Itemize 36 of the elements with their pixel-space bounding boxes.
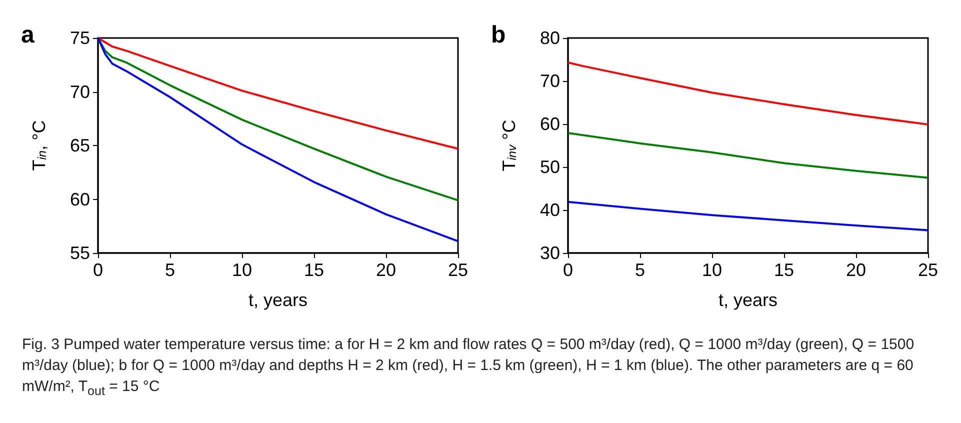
y-tick-label: 70 [540, 71, 560, 91]
x-axis-title: t, years [718, 290, 778, 310]
x-tick-label: 10 [232, 260, 252, 280]
x-tick-label: 5 [164, 260, 176, 280]
line-series [567, 132, 929, 179]
x-tick-label: 15 [774, 260, 794, 280]
line-series [567, 62, 929, 126]
chart-title: a [21, 22, 35, 48]
line-series [97, 37, 459, 202]
y-axis-title: Tinv °C [499, 120, 519, 172]
line-series [97, 37, 459, 150]
x-tick-label: 0 [562, 260, 574, 280]
x-axis-title: t, years [248, 290, 308, 310]
y-axis-title: Tin, °C [29, 120, 49, 171]
y-tick-label: 70 [70, 82, 90, 102]
y-tick-label: 80 [540, 28, 560, 48]
y-tick-label: 60 [70, 189, 90, 210]
y-tick-label: 40 [540, 200, 560, 220]
y-tick-label: 30 [540, 243, 560, 263]
x-tick-label: 10 [702, 260, 722, 280]
y-tick-label: 60 [540, 114, 560, 134]
x-tick-label: 20 [846, 260, 866, 280]
x-tick-label: 20 [376, 260, 396, 280]
x-tick-label: 15 [304, 260, 324, 280]
y-tick-label: 75 [70, 28, 90, 48]
x-tick-label: 5 [634, 260, 646, 280]
chart-title: b [491, 22, 506, 48]
line-series [97, 37, 459, 242]
caption: Fig. 3 Pumped water temperature versus time: a for H = 2 km and flow rates Q = 500 m³/day (red), Q = 1000 m³/day (green), Q = 1500 m³/day (blue); b for Q = 1000 m³/day and depths H = 2 km (red), H = 1.5 km (green), H = 1 km (blue). The other parameters are q = 60 mW/m², T$_{out}$ = 15 °C [21, 335, 916, 400]
x-tick-label: 25 [448, 260, 468, 280]
y-tick-label: 55 [70, 243, 90, 263]
x-tick-label: 0 [92, 260, 104, 280]
y-tick-label: 65 [70, 136, 90, 156]
x-tick-label: 25 [918, 260, 938, 280]
line-series [567, 200, 929, 232]
y-tick-label: 50 [540, 157, 560, 177]
